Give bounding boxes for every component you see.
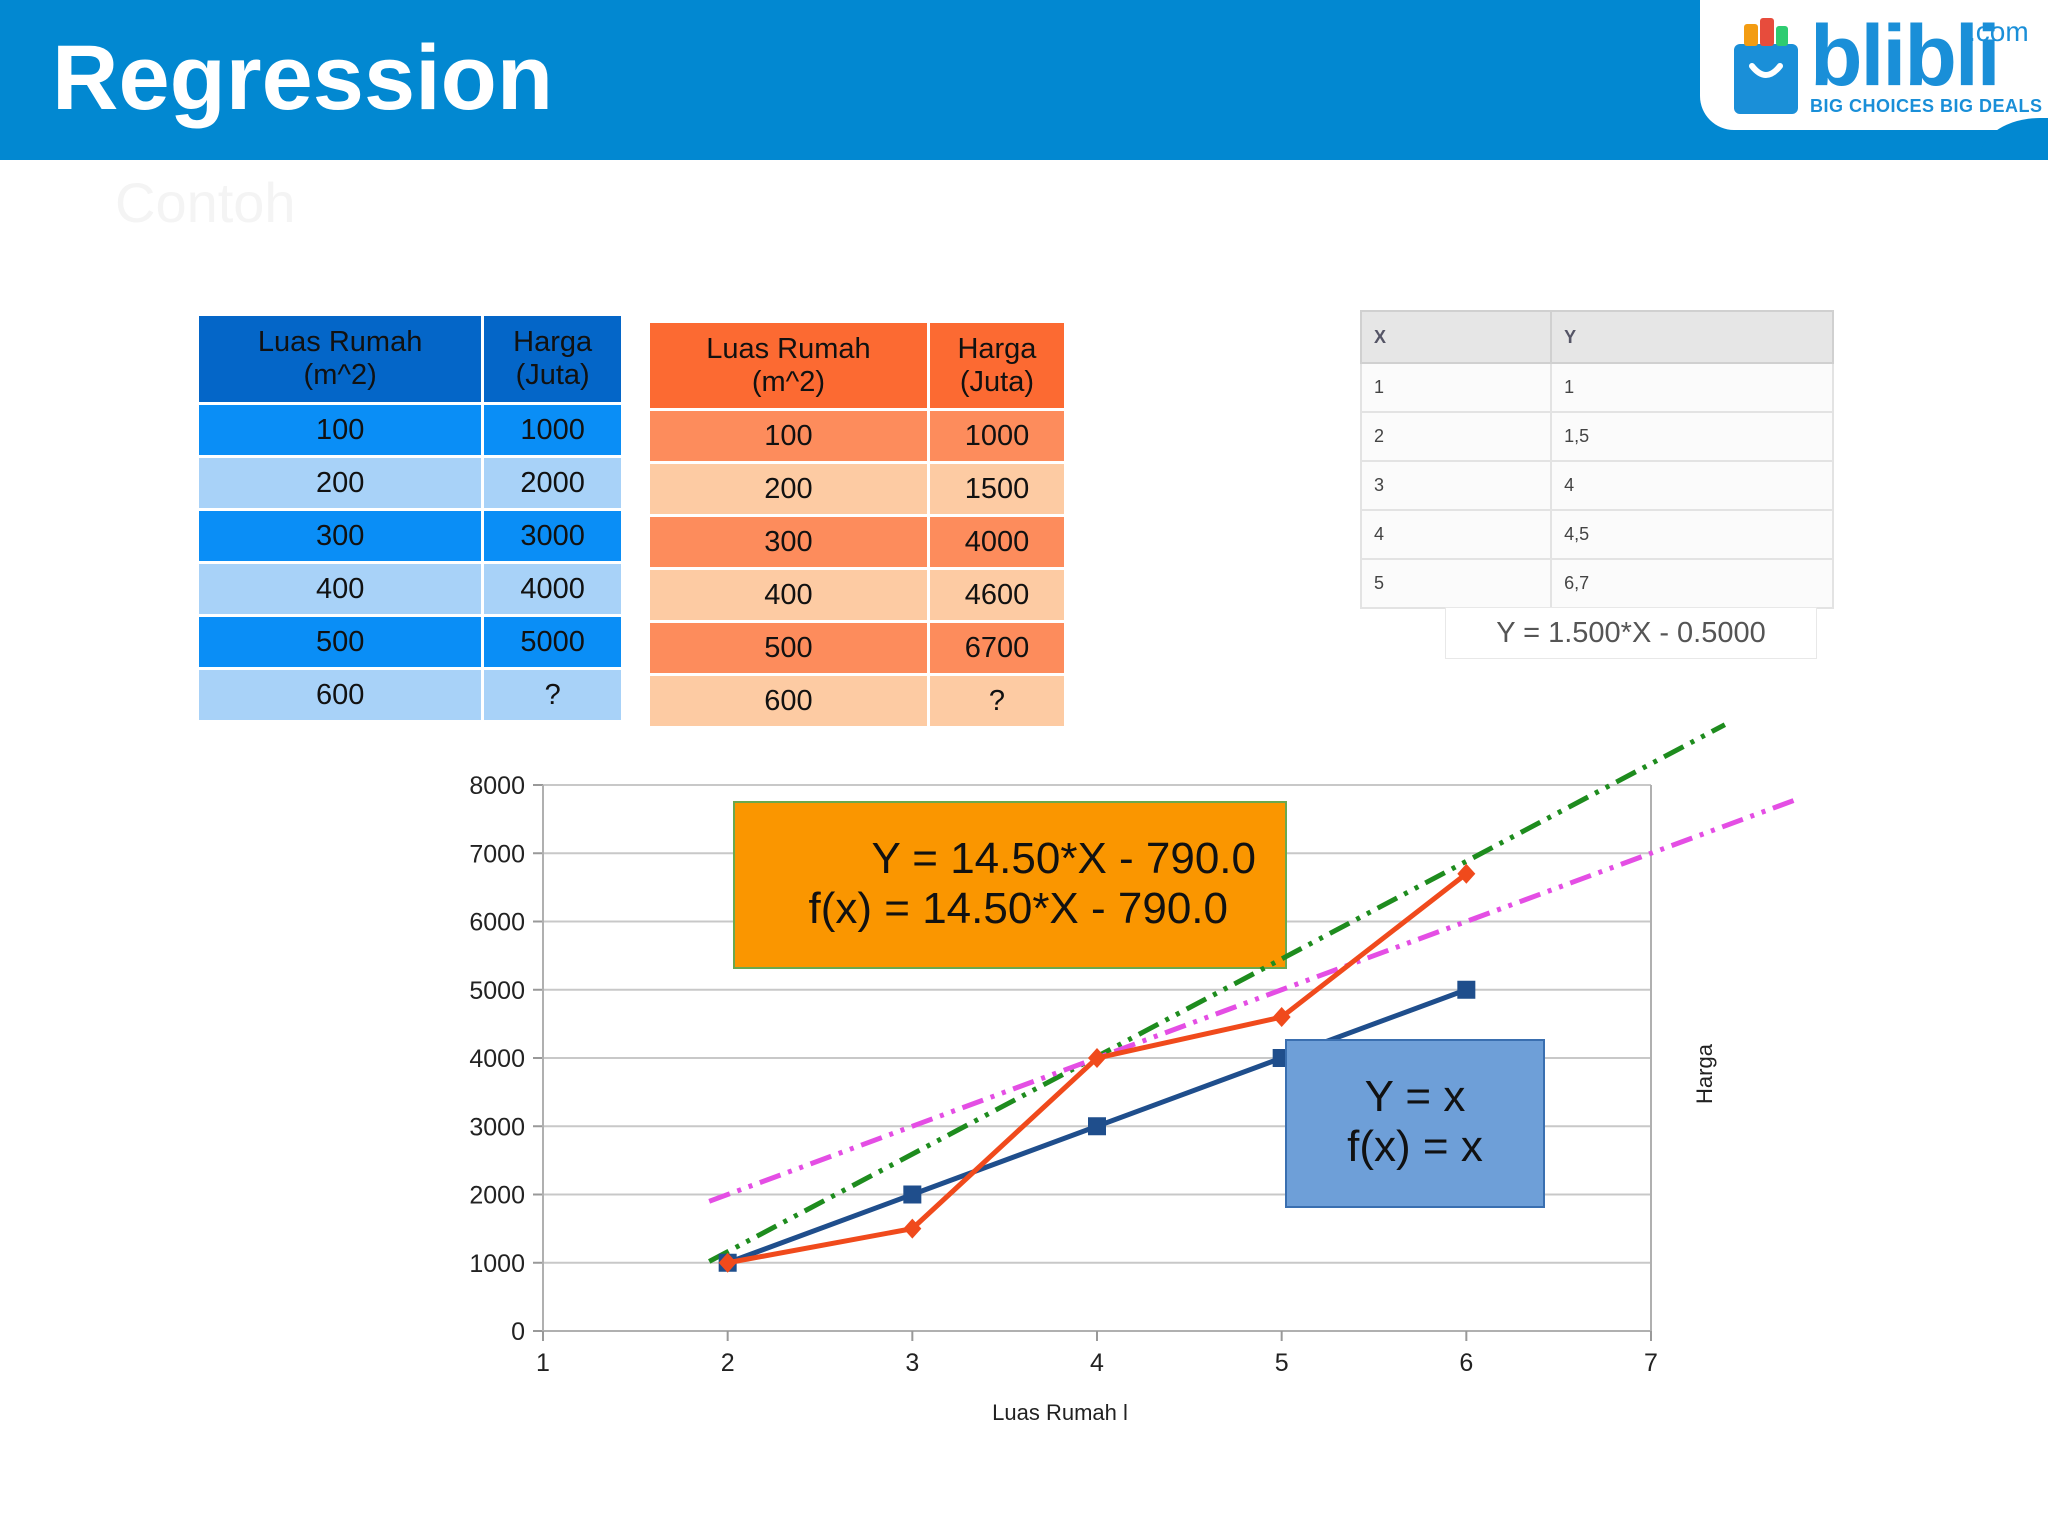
table-row: 500 6700 <box>647 620 1068 676</box>
table-cell: 400 <box>195 561 485 617</box>
y-tick-label: 2000 <box>469 1182 525 1210</box>
table-row: 600? <box>647 673 1068 729</box>
table-cell: 2000 <box>481 455 624 511</box>
table-row: 300 3000 <box>195 508 624 564</box>
data-point <box>903 1218 922 1239</box>
table-cell: ? <box>481 667 624 723</box>
y-tick-label: 0 <box>511 1318 525 1346</box>
table-row: 400 4600 <box>647 567 1068 623</box>
table-orange: Luas Rumah (m^2) Harga (Juta) 100 1000 200 1… <box>647 320 1068 729</box>
x-tick-label: 1 <box>536 1349 550 1377</box>
table-cell: 3 <box>1359 460 1553 511</box>
table-cell: 5000 <box>481 614 624 670</box>
table-row: 2 1,5 <box>1359 411 1834 462</box>
table-header: Luas Rumah (m^2) <box>195 313 485 405</box>
equation-text: f(x) = x <box>1347 1122 1483 1171</box>
equation-text: Y = 14.50*X - 790.0 <box>872 834 1256 883</box>
slide-title: Regression <box>52 27 554 129</box>
table-cell: 1 <box>1359 362 1553 413</box>
equation-box-orange <box>733 801 1287 969</box>
table-cell: 4,5 <box>1550 509 1834 560</box>
table-blue: Luas Rumah (m^2) Harga (Juta) 100 1000 200 2… <box>195 313 624 723</box>
table-row: 100 1000 <box>647 408 1068 464</box>
x-tick-label: 2 <box>721 1349 735 1377</box>
faint-subtitle: Contoh <box>115 171 296 234</box>
x-tick-label: 5 <box>1275 1349 1289 1377</box>
y-tick-label: 7000 <box>469 840 525 868</box>
x-axis-label: Luas Rumah l <box>992 1400 1128 1425</box>
table-cell: 6700 <box>926 620 1068 676</box>
table-row: 200 2000 <box>195 455 624 511</box>
data-point <box>718 1252 737 1273</box>
table-cell: 300 <box>647 514 930 570</box>
y-tick-label: 8000 <box>469 772 525 800</box>
table-cell: ? <box>926 673 1068 729</box>
table-header: Harga (Juta) <box>926 320 1068 411</box>
x-tick-label: 3 <box>905 1349 919 1377</box>
table-cell: 500 <box>195 614 485 670</box>
table-cell: 100 <box>195 402 485 458</box>
table-cell: 2 <box>1359 411 1553 462</box>
equation-box-blue <box>1285 1039 1545 1208</box>
table-cell: 3000 <box>481 508 624 564</box>
table-header: Y <box>1550 310 1834 364</box>
table-cell: 1,5 <box>1550 411 1834 462</box>
y-axis-label: Harga <box>1692 1043 1717 1104</box>
table-row: 200 1500 <box>647 461 1068 517</box>
shopping-bag-icon <box>1734 18 1798 114</box>
y-tick-label: 5000 <box>469 977 525 1005</box>
table-cell: 400 <box>647 567 930 623</box>
equation-text: f(x) = 14.50*X - 790.0 <box>809 884 1228 933</box>
table-cell: 4 <box>1359 509 1553 560</box>
table-cell: 4600 <box>926 567 1068 623</box>
trendline-magenta <box>708 796 1800 1204</box>
table-cell: 200 <box>647 461 930 517</box>
data-point <box>1272 1007 1291 1028</box>
table-cell: 600 <box>647 673 930 729</box>
data-point <box>1457 980 1476 999</box>
table-row: 600? <box>195 667 624 723</box>
table-cell: 4 <box>1550 460 1834 511</box>
table-cell: 100 <box>647 408 930 464</box>
table-cell: 500 <box>647 620 930 676</box>
data-point <box>1088 1048 1106 1068</box>
table-cell: 300 <box>195 508 485 564</box>
data-point <box>1088 1117 1106 1136</box>
table-cell: 1000 <box>481 402 624 458</box>
table-row: 300 4000 <box>647 514 1068 570</box>
y-tick-label: 4000 <box>469 1045 525 1073</box>
table-cell: 4000 <box>926 514 1068 570</box>
table-cell: 5 <box>1359 558 1553 609</box>
x-tick-label: 7 <box>1644 1349 1658 1377</box>
data-point <box>903 1185 922 1204</box>
y-tick-label: 3000 <box>469 1113 525 1141</box>
equation-text: Y = x <box>1365 1072 1466 1121</box>
logo-brand: blibli <box>1810 8 2001 104</box>
data-point <box>1457 863 1476 884</box>
table-cell: 1000 <box>926 408 1068 464</box>
logo-tld: .com <box>1968 16 2029 47</box>
x-tick-label: 6 <box>1459 1349 1473 1377</box>
table-header: Luas Rumah (m^2) <box>647 320 930 411</box>
y-tick-label: 1000 <box>469 1250 525 1278</box>
table-cell: 4000 <box>481 561 624 617</box>
logo-tagline: BIG CHOICES BIG DEALS <box>1810 96 2043 116</box>
table-row: 500 5000 <box>195 614 624 670</box>
table-cell: 200 <box>195 455 485 511</box>
table-cell: 1500 <box>926 461 1068 517</box>
formula-label: Y = 1.500*X - 0.5000 <box>1445 607 1817 659</box>
table-header: Harga (Juta) <box>481 313 624 405</box>
table-cell: 1 <box>1550 362 1834 413</box>
table-row: 100 1000 <box>195 402 624 458</box>
table-cell: 600 <box>195 667 485 723</box>
table-row: 400 4000 <box>195 561 624 617</box>
table-header: X <box>1359 310 1553 364</box>
x-tick-label: 4 <box>1090 1349 1104 1377</box>
table-row: 4 4,5 <box>1359 509 1834 560</box>
y-tick-label: 6000 <box>469 909 525 937</box>
